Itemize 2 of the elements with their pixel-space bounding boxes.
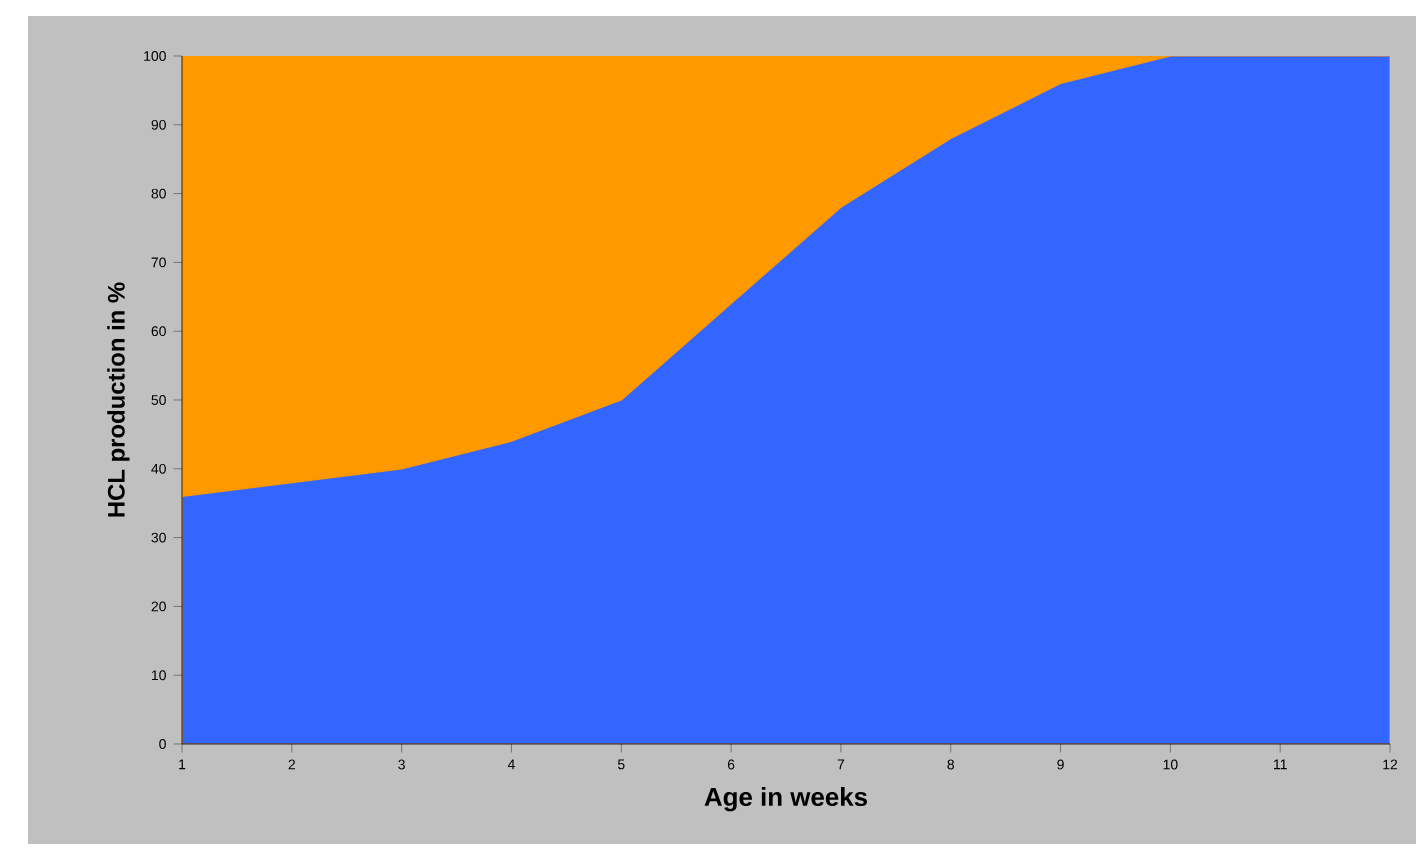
x-axis-title: Age in weeks: [704, 787, 867, 812]
y-axis-title: HCL production in %: [107, 282, 130, 517]
